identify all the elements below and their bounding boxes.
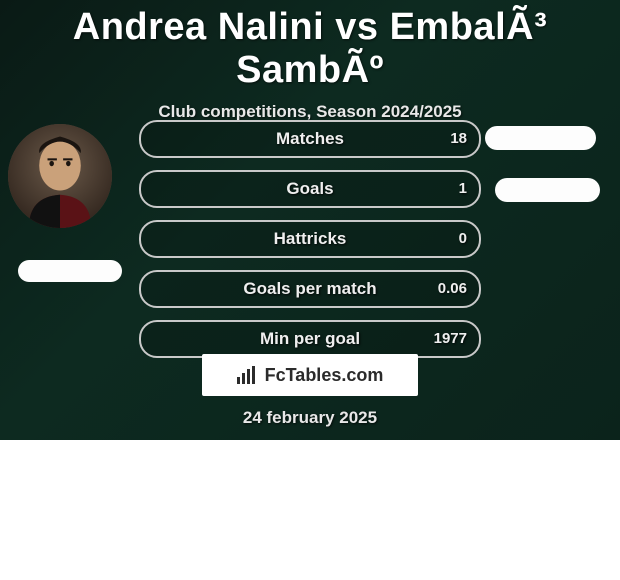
footer-date: 24 february 2025 <box>0 408 620 428</box>
brand-badge: FcTables.com <box>202 354 418 396</box>
stat-label: Matches <box>141 122 479 156</box>
stat-label: Goals per match <box>141 272 479 306</box>
stat-row-gpm: Goals per match 0.06 <box>139 270 481 308</box>
stat-value: 1 <box>459 172 467 206</box>
stat-label: Goals <box>141 172 479 206</box>
player2-club-pill-2 <box>495 178 600 202</box>
bars-icon <box>237 366 259 384</box>
page-title: Andrea Nalini vs EmbalÃ³ SambÃº <box>0 0 620 92</box>
stat-label: Hattricks <box>141 222 479 256</box>
brand-text: FcTables.com <box>265 365 384 386</box>
stats-list: Matches 18 Goals 1 Hattricks 0 Goals per… <box>139 120 481 370</box>
player1-club-pill <box>18 260 122 282</box>
player1-photo <box>8 124 112 228</box>
stat-value: 0 <box>459 222 467 256</box>
stat-value: 1977 <box>434 322 467 356</box>
stat-row-mpg: Min per goal 1977 <box>139 320 481 358</box>
stat-label: Min per goal <box>141 322 479 356</box>
avatar-icon <box>8 124 112 228</box>
stat-value: 18 <box>450 122 467 156</box>
stat-row-matches: Matches 18 <box>139 120 481 158</box>
stat-row-goals: Goals 1 <box>139 170 481 208</box>
stat-value: 0.06 <box>438 272 467 306</box>
comparison-card: Andrea Nalini vs EmbalÃ³ SambÃº Club com… <box>0 0 620 440</box>
stat-row-hattricks: Hattricks 0 <box>139 220 481 258</box>
page-subtitle: Club competitions, Season 2024/2025 <box>0 102 620 122</box>
player2-club-pill-1 <box>485 126 596 150</box>
